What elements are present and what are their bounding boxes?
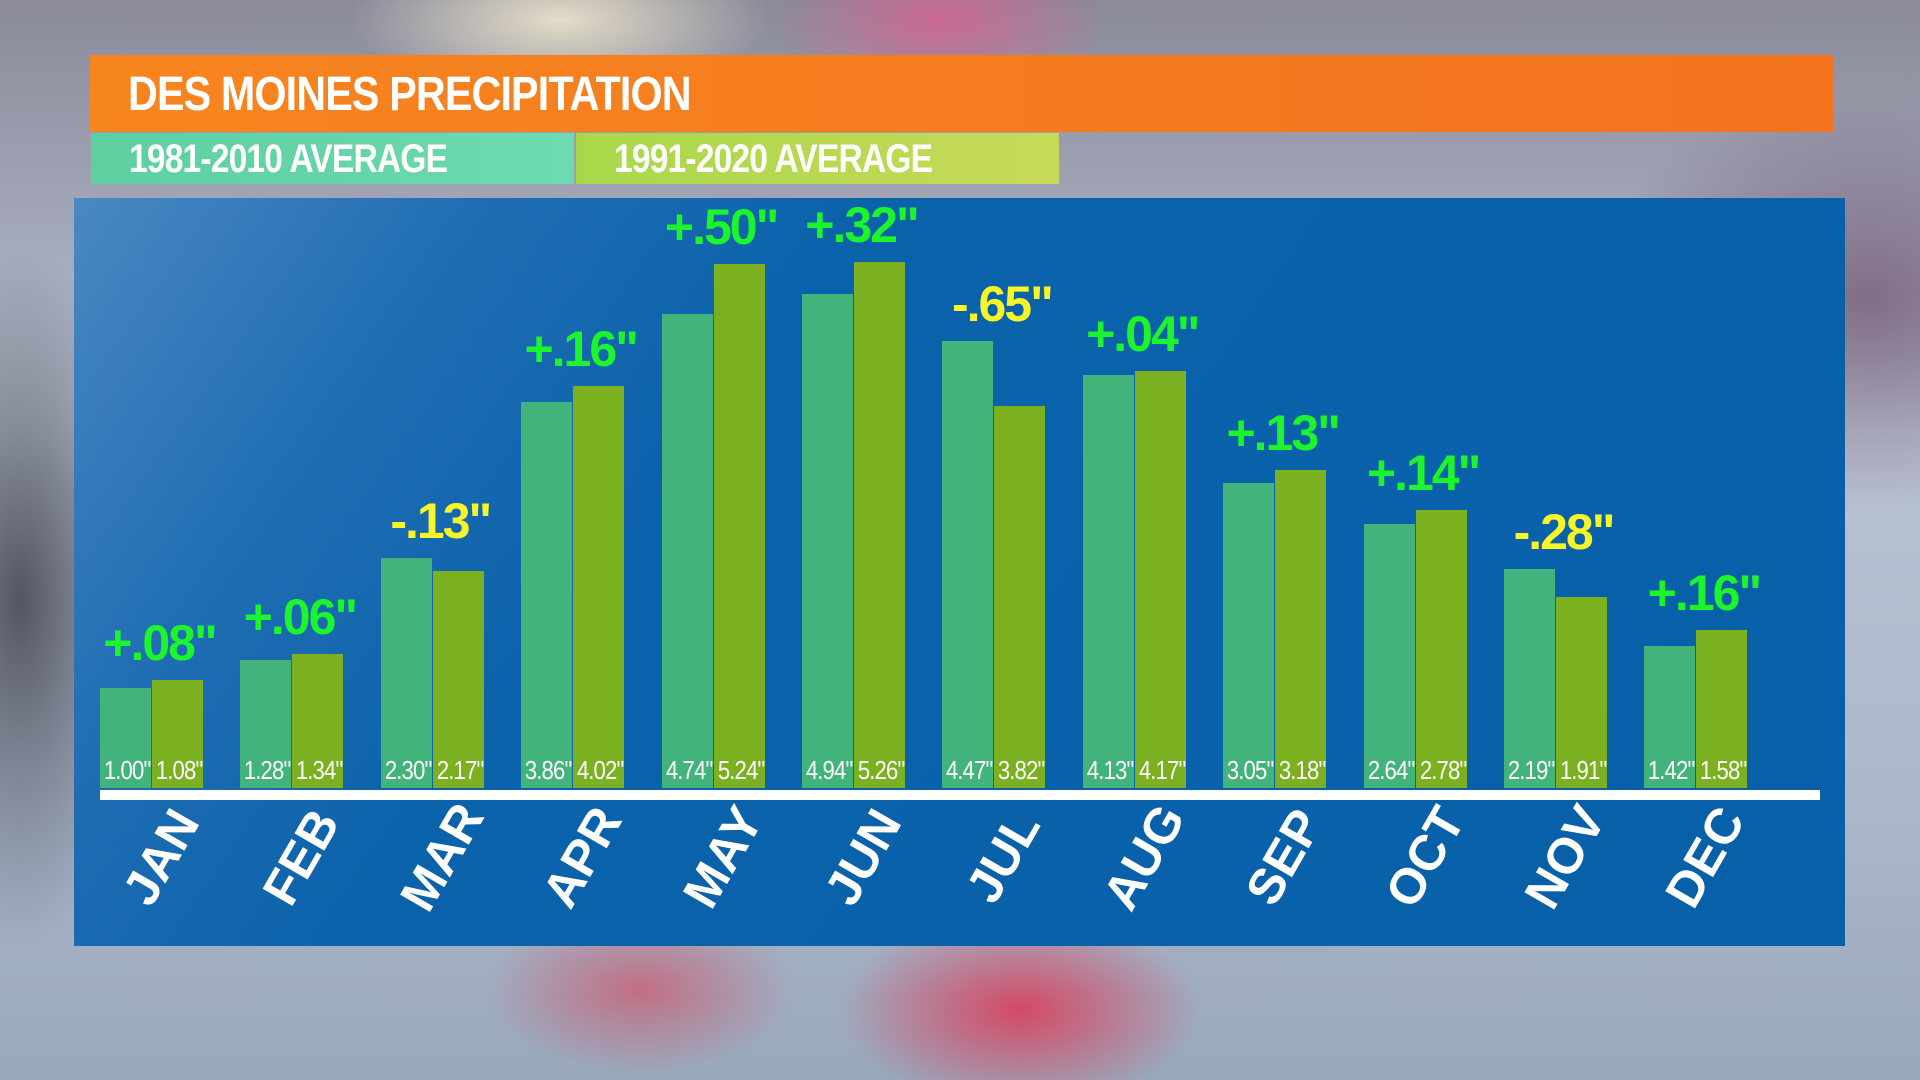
bar-1991-2020: 4.02" [573,386,624,788]
bar-value-label: 2.30" [384,755,432,785]
bar-1981-2010: 4.94" [802,294,853,788]
bar-1991-2020: 4.17" [1134,371,1186,788]
bar-value-label: 2.78" [1419,755,1467,785]
bar-1981-2010: 3.86" [521,402,572,788]
change-label: +.13" [1226,405,1340,461]
bar-value-label: 4.17" [1138,755,1186,785]
bar-value-label: 1.00" [103,755,151,785]
bar-value-label: 1.28" [244,755,291,785]
bar-value-label: 3.18" [1279,755,1326,785]
bar-value-label: 3.05" [1227,755,1274,785]
bar-1981-2010: 4.47" [942,341,994,788]
bar-value-label: 1.42" [1648,755,1695,785]
change-label: +.14" [1366,445,1481,501]
bar-1991-2020: 1.08" [152,680,203,788]
change-label: +.04" [1086,306,1200,362]
bar-value-label: 3.82" [998,755,1045,785]
change-label: +.06" [243,589,358,645]
change-label: -.13" [390,493,492,549]
change-label: -.65" [951,276,1054,332]
bar-value-label: 4.74" [665,755,713,785]
bar-1991-2020: 2.78" [1415,510,1467,788]
change-label: -.28" [1513,504,1616,560]
change-label: +.50" [664,199,779,255]
bar-value-label: 2.19" [1507,755,1555,785]
bar-value-label: 1.34" [296,755,343,785]
bar-1991-2020: 1.34" [292,654,344,788]
bar-value-label: 1.91" [1559,755,1607,785]
bar-1981-2010: 4.74" [661,314,713,788]
bar-1991-2020: 3.82" [994,406,1046,788]
bar-1981-2010: 4.13" [1082,375,1134,788]
change-label: +.16" [1647,565,1762,621]
bar-value-label: 5.24" [717,755,765,785]
change-label: +.32" [805,197,919,253]
legend-1991-2020: 1991-2020 AVERAGE [576,133,1059,184]
legend-label: 1981-2010 AVERAGE [129,137,448,181]
change-label: +.08" [103,615,217,671]
chart-title: DES MOINES PRECIPITATION [128,68,692,121]
bar-value-label: 4.94" [805,755,853,785]
bar-value-label: 3.86" [525,755,572,785]
x-axis-line [100,790,1820,800]
bar-1991-2020: 1.91" [1556,597,1607,788]
bar-value-label: 1.08" [155,755,203,785]
bar-value-label: 5.26" [857,755,905,785]
bar-1981-2010: 1.00" [100,688,151,788]
bar-value-label: 2.17" [436,755,484,785]
bar-1981-2010: 2.64" [1363,524,1415,788]
bar-value-label: 2.64" [1367,755,1415,785]
bar-1981-2010: 1.28" [240,660,292,788]
legend-1981-2010: 1981-2010 AVERAGE [91,133,574,184]
bar-value-label: 4.02" [577,755,624,785]
bar-1991-2020: 2.17" [432,571,484,788]
change-label: +.16" [524,321,638,377]
bar-1981-2010: 2.30" [380,558,432,788]
bar-value-label: 4.47" [946,755,993,785]
bar-1991-2020: 5.24" [713,264,765,788]
bar-1991-2020: 1.58" [1696,630,1748,788]
legend-label: 1991-2020 AVERAGE [614,137,933,181]
bar-1991-2020: 3.18" [1275,470,1326,788]
bar-1991-2020: 5.26" [854,262,905,788]
bar-1981-2010: 2.19" [1504,569,1555,788]
title-bar: DES MOINES PRECIPITATION [90,55,1833,132]
bar-1981-2010: 3.05" [1223,483,1274,788]
bar-value-label: 4.13" [1086,755,1134,785]
bar-value-label: 1.58" [1700,755,1747,785]
bar-1981-2010: 1.42" [1644,646,1696,788]
